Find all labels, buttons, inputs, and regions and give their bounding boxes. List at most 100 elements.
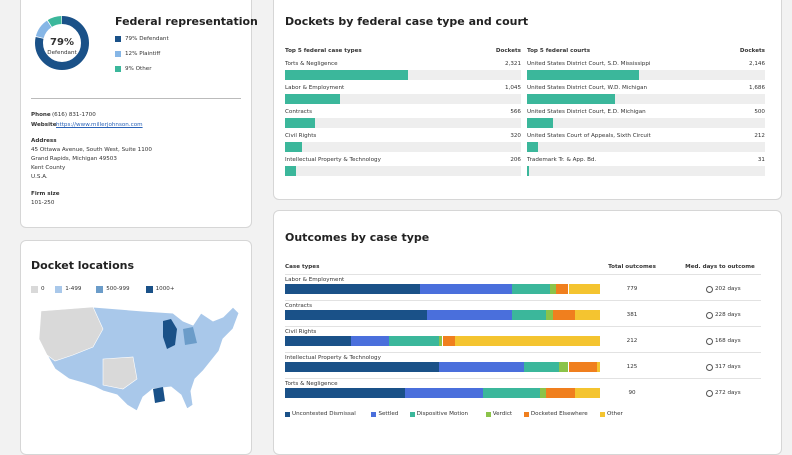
bar: [527, 94, 615, 104]
bar-segment: [439, 362, 525, 372]
address-line: Grand Rapids, Michigan 49503: [31, 156, 117, 162]
bar: [527, 118, 553, 128]
bar-segment: [552, 310, 575, 320]
case-type: Labor & Employment: [285, 277, 345, 283]
bar: [285, 118, 315, 128]
row-divider: [285, 300, 761, 301]
clock-icon: [706, 363, 713, 371]
legend-label: Docketed Elsewhere: [530, 411, 588, 417]
legend-label: Uncontested Dismissal: [292, 411, 356, 417]
bar-segment: [351, 336, 389, 346]
item-count: 2,146: [748, 61, 765, 67]
address-line: 45 Ottawa Avenue, South West, Suite 1100: [31, 147, 152, 153]
total-outcomes: 381: [626, 312, 638, 318]
row-divider: [285, 352, 761, 353]
bar: [285, 94, 341, 104]
bar-track: [527, 142, 765, 152]
item-count: 1,686: [748, 85, 765, 91]
label: Website: [31, 122, 57, 128]
bar-segment: [511, 310, 547, 320]
bar-segment: [524, 362, 560, 372]
legend-swatch: [485, 412, 491, 417]
map-region: [102, 356, 138, 390]
bar-segment: [426, 310, 512, 320]
median-days: 202 days: [715, 286, 741, 292]
legend-swatch: [371, 412, 377, 417]
legend-swatch: [96, 286, 104, 293]
legend-swatch: [31, 286, 38, 293]
item-label: Civil Rights: [285, 133, 317, 139]
bar-segment: [546, 310, 553, 320]
item-label: Labor & Employment: [285, 85, 345, 91]
address-line: Kent County: [31, 165, 66, 171]
item-label: Trademark Tr. & App. Bd.: [527, 157, 597, 163]
legend-swatch: [523, 412, 529, 417]
total-outcomes: 125: [626, 364, 638, 370]
bar-segment: [442, 336, 456, 346]
locations-card: Docket locations 0 1-499 500-999 1000+: [20, 240, 252, 455]
bar-segment: [285, 284, 421, 294]
donut: [35, 16, 89, 70]
legend-swatch: [599, 412, 605, 417]
item-label: United States Court of Appeals, Sixth Ci…: [527, 133, 651, 139]
clock-icon: [706, 311, 713, 319]
item-count: 212: [754, 133, 765, 139]
website-link[interactable]: https://www.millerjohnson.com: [56, 122, 143, 128]
legend-label: 0: [41, 286, 45, 292]
case-type: Civil Rights: [285, 329, 317, 335]
bar-track: [527, 118, 765, 128]
bar-track: [285, 166, 521, 176]
legend-swatch: [285, 412, 290, 417]
case-type: Intellectual Property & Technology: [285, 355, 381, 361]
item-label: Contracts: [285, 109, 312, 115]
item-count: 320: [510, 133, 521, 139]
card-title: Outcomes by case type: [285, 231, 430, 244]
bar-segment: [420, 284, 512, 294]
us-map: [38, 306, 240, 412]
bar-segment: [285, 362, 440, 372]
bar-segment: [285, 336, 352, 346]
legend-swatch: [55, 286, 63, 293]
label: Firm size: [31, 191, 60, 197]
bar-segment: [483, 388, 541, 398]
clock-icon: [706, 337, 713, 345]
bar-segment: [574, 310, 600, 320]
bar-segment: [285, 310, 427, 320]
bar-track: [285, 94, 521, 104]
bar-segment: [540, 388, 547, 398]
bar-segment: [511, 284, 550, 294]
column-header: Med. days to outcome: [685, 264, 755, 270]
item-count: 566: [510, 109, 521, 115]
item-label: United States District Court, S.D. Missi…: [527, 61, 651, 67]
list-header: Dockets: [739, 48, 765, 54]
bar-segment: [568, 362, 597, 372]
list-header: Dockets: [495, 48, 521, 54]
dockets-card: Dockets by federal case type and court T…: [273, 0, 782, 200]
total-outcomes: 212: [626, 338, 638, 344]
legend-label: 1-499: [65, 286, 82, 292]
median-days: 272 days: [715, 390, 741, 396]
bar-segment: [404, 388, 484, 398]
donut-value: 79%: [50, 37, 74, 48]
item-label: United States District Court, W.D. Michi…: [527, 85, 648, 91]
bar-track: [527, 94, 765, 104]
item-label: United States District Court, E.D. Michi…: [527, 109, 646, 115]
bar-segment: [455, 336, 600, 346]
item-label: Intellectual Property & Technology: [285, 157, 381, 163]
bar-segment: [549, 284, 556, 294]
legend-label: Other: [606, 411, 623, 417]
legend-label: 79% Defendant: [125, 35, 169, 42]
legend-swatch: [409, 412, 415, 417]
legend-label: Verdict: [492, 411, 513, 417]
legend-swatch: [115, 66, 121, 72]
item-count: 500: [754, 109, 765, 115]
bar-segment: [388, 336, 440, 346]
label: Phone: [31, 112, 51, 118]
bar-segment: [546, 388, 575, 398]
bar-segment: [555, 284, 569, 294]
row-divider: [285, 326, 761, 327]
bar-segment: [439, 336, 443, 346]
bar-track: [285, 142, 521, 152]
median-days: 168 days: [715, 338, 741, 344]
